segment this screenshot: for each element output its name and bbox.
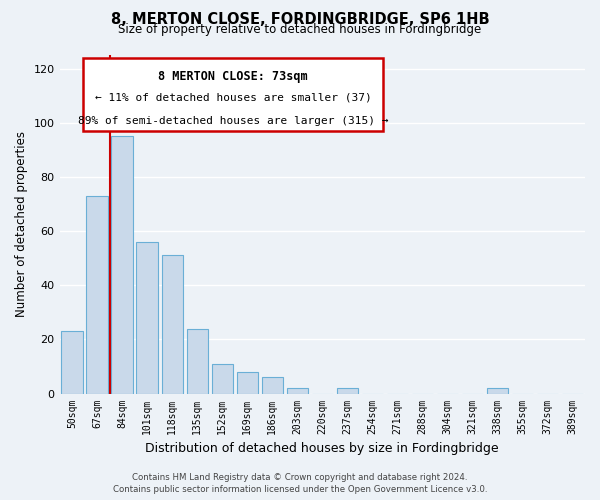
Text: 8 MERTON CLOSE: 73sqm: 8 MERTON CLOSE: 73sqm <box>158 70 308 83</box>
Bar <box>187 328 208 394</box>
Bar <box>61 332 83 394</box>
Bar <box>262 378 283 394</box>
Text: ← 11% of detached houses are smaller (37): ← 11% of detached houses are smaller (37… <box>95 93 371 103</box>
X-axis label: Distribution of detached houses by size in Fordingbridge: Distribution of detached houses by size … <box>145 442 499 455</box>
Bar <box>287 388 308 394</box>
Bar <box>136 242 158 394</box>
Text: 8, MERTON CLOSE, FORDINGBRIDGE, SP6 1HB: 8, MERTON CLOSE, FORDINGBRIDGE, SP6 1HB <box>110 12 490 28</box>
Bar <box>212 364 233 394</box>
Text: 89% of semi-detached houses are larger (315) →: 89% of semi-detached houses are larger (… <box>77 116 388 126</box>
Bar <box>86 196 108 394</box>
Y-axis label: Number of detached properties: Number of detached properties <box>15 132 28 318</box>
FancyBboxPatch shape <box>83 58 383 131</box>
Bar <box>337 388 358 394</box>
Text: Size of property relative to detached houses in Fordingbridge: Size of property relative to detached ho… <box>118 22 482 36</box>
Bar <box>236 372 258 394</box>
Bar <box>112 136 133 394</box>
Bar <box>161 256 183 394</box>
Text: Contains HM Land Registry data © Crown copyright and database right 2024.
Contai: Contains HM Land Registry data © Crown c… <box>113 472 487 494</box>
Bar <box>487 388 508 394</box>
